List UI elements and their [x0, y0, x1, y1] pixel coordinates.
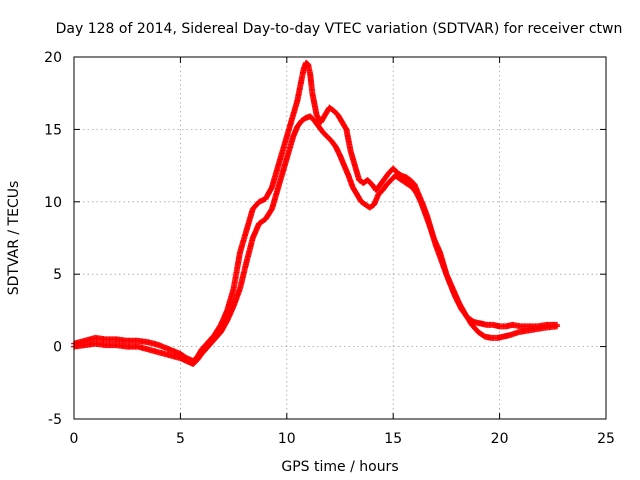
y-tick-label: -5 — [48, 412, 62, 428]
y-tick-label: 15 — [44, 122, 62, 138]
x-tick-label: 25 — [597, 431, 615, 447]
data-points — [71, 59, 561, 367]
x-axis-label: GPS time / hours — [281, 459, 398, 475]
y-tick-label: 20 — [44, 50, 62, 66]
x-tick-label: 0 — [70, 431, 79, 447]
series-track-b — [71, 113, 561, 367]
y-axis-label: SDTVAR / TECUs — [6, 181, 22, 296]
axis-ticks — [73, 56, 607, 420]
y-tick-label: 10 — [44, 195, 62, 211]
plot-frame — [73, 56, 607, 420]
y-tick-label: 0 — [53, 340, 62, 356]
x-tick-label: 15 — [384, 431, 402, 447]
x-tick-label: 20 — [491, 431, 509, 447]
series-track-a — [71, 59, 561, 365]
x-tick-label: 10 — [278, 431, 296, 447]
x-tick-label: 5 — [176, 431, 185, 447]
grid-lines — [74, 57, 606, 419]
chart-title: Day 128 of 2014, Sidereal Day-to-day VTE… — [56, 21, 623, 37]
data-point — [554, 323, 561, 330]
y-tick-label: 5 — [53, 267, 62, 283]
tick-labels: 0 5 10 15 20 25 -5 0 5 10 15 20 — [44, 50, 615, 447]
